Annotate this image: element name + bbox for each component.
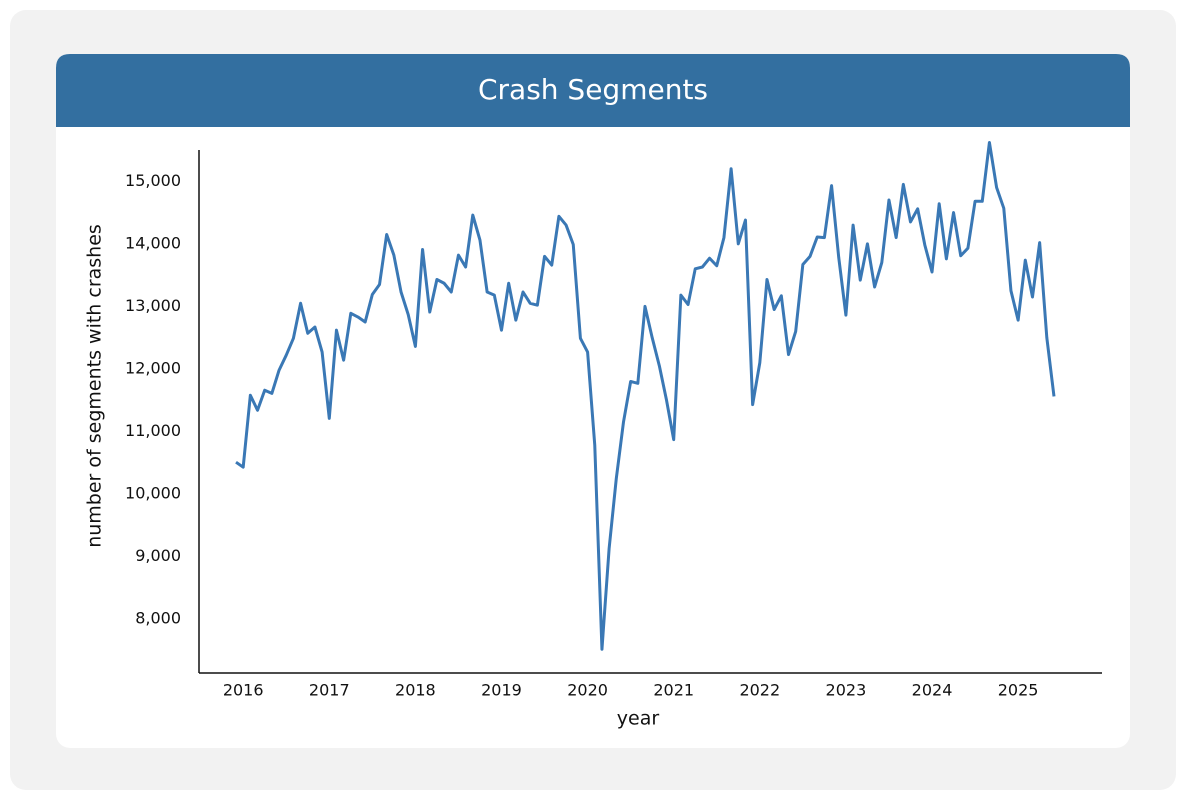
x-tick-label: 2020: [567, 681, 608, 700]
card: [56, 54, 1130, 748]
y-tick-label: 15,000: [125, 171, 181, 190]
x-tick-label: 2018: [395, 681, 436, 700]
x-axis-label: year: [617, 708, 660, 730]
x-tick-label: 2023: [826, 681, 867, 700]
x-tick-label: 2022: [739, 681, 780, 700]
y-tick-label: 9,000: [135, 546, 181, 565]
card-header: [56, 54, 1130, 127]
x-tick-label: 2024: [912, 681, 953, 700]
y-tick-label: 12,000: [125, 358, 181, 377]
y-tick-label: 10,000: [125, 484, 181, 503]
x-tick-label: 2017: [309, 681, 350, 700]
x-tick-label: 2025: [998, 681, 1039, 700]
data-line: [235, 140, 1056, 651]
y-tick-label: 11,000: [125, 421, 181, 440]
y-tick-label: 13,000: [125, 296, 181, 315]
x-tick-label: 2019: [481, 681, 522, 700]
x-tick-label: 2021: [653, 681, 694, 700]
x-tick-label: 2016: [223, 681, 264, 700]
y-tick-label: 14,000: [125, 233, 181, 252]
chart-title: Crash Segments: [478, 73, 708, 106]
y-tick-label: 8,000: [135, 609, 181, 628]
y-axis-label: number of segments with crashes: [84, 224, 106, 548]
